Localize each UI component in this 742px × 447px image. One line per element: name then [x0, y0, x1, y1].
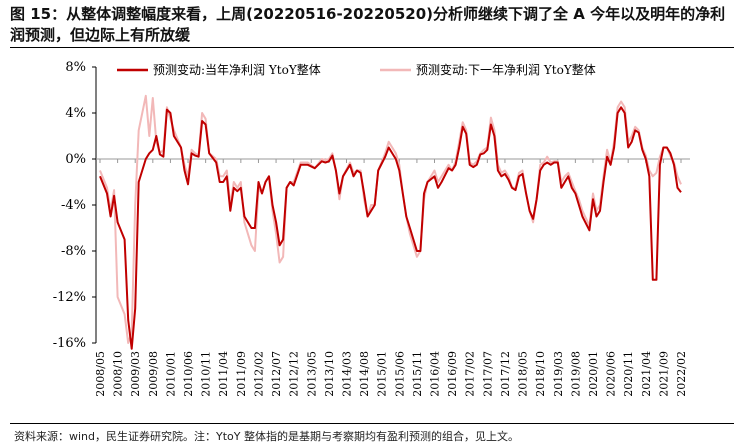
x-tick-label: 2010/06 [182, 351, 195, 397]
x-tick-label: 2019/03 [552, 351, 565, 397]
y-tick-label: -16% [53, 336, 86, 351]
y-tick-label: 0% [65, 152, 86, 167]
x-tick-label: 2009/08 [147, 351, 160, 397]
x-tick-label: 2011/04 [217, 351, 230, 397]
x-tick-label: 2020/01 [587, 351, 600, 397]
x-axis: 2008/05 2008/10 2009/03 2009/08 2010/01 2010/… [94, 158, 690, 397]
title-rule [10, 47, 734, 48]
y-tick-label: 4% [65, 106, 86, 121]
x-tick-label: 2014/08 [358, 351, 371, 397]
figure-title: 图 15：从整体调整幅度来看，上周(20220516-20220520)分析师继… [10, 5, 726, 44]
x-tick-label: 2016/04 [429, 351, 442, 397]
x-tick-label: 2016/09 [446, 351, 459, 397]
x-tick-label: 2008/05 [94, 351, 107, 397]
y-axis: 8% 4% 0% -4% -8% -12% -16% [53, 60, 97, 351]
x-tick-label: 2022/02 [675, 351, 688, 397]
x-tick-label: 2013/10 [323, 351, 336, 397]
x-tick-label: 2018/10 [534, 351, 547, 397]
x-tick-label: 2020/06 [605, 351, 618, 397]
x-tick-label: 2009/03 [129, 351, 142, 397]
series-line-current-year [99, 106, 682, 350]
source-note: 资料来源：wind，民生证券研究院。注：YtoY 整体指的是基期与考察期均有盈利… [14, 430, 519, 443]
y-tick-label: 8% [65, 60, 86, 75]
x-tick-label: 2012/07 [270, 351, 283, 397]
x-tick-label: 2013/05 [305, 351, 318, 397]
x-tick-label: 2017/07 [481, 351, 494, 397]
x-tick-label: 2019/08 [569, 351, 582, 397]
x-tick-label: 2010/01 [164, 351, 177, 397]
x-tick-label: 2021/04 [640, 351, 653, 397]
footer-rule [10, 423, 734, 424]
series-line-next-year [99, 94, 682, 344]
x-tick-label: 2017/02 [464, 351, 477, 397]
x-tick-label: 2010/11 [200, 351, 213, 397]
legend: 预测变动:当年净利润 YtoY整体 预测变动:下一年净利润 YtoY整体 [117, 62, 596, 77]
x-tick-label: 2020/11 [622, 351, 635, 397]
y-tick-label: -4% [61, 198, 86, 213]
x-tick-label: 2021/09 [657, 351, 670, 397]
x-tick-label: 2015/06 [393, 351, 406, 397]
x-tick-label: 2008/10 [112, 351, 125, 397]
x-tick-label: 2014/03 [340, 351, 353, 397]
x-tick-label: 2015/11 [411, 351, 424, 397]
x-tick-label: 2011/09 [235, 351, 248, 397]
x-tick-label: 2017/12 [499, 351, 512, 397]
x-tick-label: 2018/05 [517, 351, 530, 397]
series-layer [99, 94, 682, 350]
y-tick-label: -12% [53, 290, 86, 305]
x-tick-label: 2012/12 [288, 351, 301, 397]
legend-label: 预测变动:当年净利润 YtoY整体 [153, 62, 321, 77]
x-tick-label: 2012/02 [252, 351, 265, 397]
legend-label: 预测变动:下一年净利润 YtoY整体 [416, 62, 596, 77]
x-tick-label: 2015/01 [376, 351, 389, 397]
y-tick-label: -8% [61, 244, 86, 259]
